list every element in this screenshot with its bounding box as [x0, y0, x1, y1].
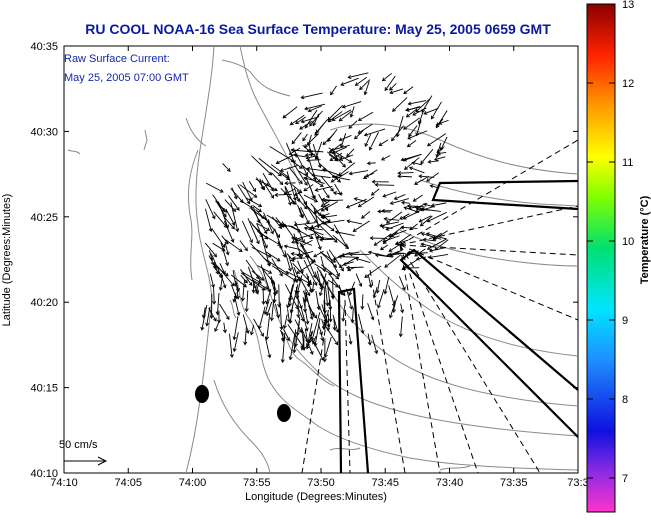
x-tick-label: 73:55: [243, 477, 271, 489]
colorbar-tick-label: 10: [622, 236, 634, 248]
figure-title: RU COOL NOAA-16 Sea Surface Temperature:…: [85, 21, 551, 37]
colorbar-tick-label: 12: [622, 78, 634, 90]
y-tick-label: 40:20: [30, 297, 58, 309]
colorbar-tick-label: 8: [622, 394, 628, 406]
buoy-marker: [277, 404, 291, 422]
buoy-marker: [195, 385, 209, 403]
y-tick-label: 40:25: [30, 212, 58, 224]
scale-label: 50 cm/s: [59, 439, 98, 451]
x-tick-label: 73:40: [436, 477, 464, 489]
y-tick-label: 40:30: [30, 126, 58, 138]
colorbar-tick-label: 11: [622, 157, 633, 169]
colorbar-tick-label: 9: [622, 315, 628, 327]
y-tick-label: 40:15: [30, 383, 58, 395]
legend-line-1: Raw Surface Current:: [64, 53, 170, 65]
legend-line-2: May 25, 2005 07:00 GMT: [64, 72, 189, 84]
x-tick-label: 73:45: [371, 477, 399, 489]
x-tick-label: 73:50: [307, 477, 335, 489]
colorbar: 13 12 11 10 9 8 7 Temperature (°C): [587, 0, 651, 512]
colorbar-tick-label: 7: [622, 473, 628, 485]
x-tick-label: 73:35: [500, 477, 528, 489]
y-axis-label: Latitude (Degrees:Minutes): [1, 194, 13, 327]
x-tick-label: 74:05: [114, 477, 142, 489]
colorbar-scale: [587, 4, 615, 512]
y-tick-label: 40:10: [30, 468, 58, 480]
colorbar-tick-label: 13: [622, 0, 634, 11]
colorbar-label: Temperature (°C): [639, 195, 651, 284]
x-tick-label: 73:3: [567, 477, 588, 489]
x-axis-label: Longitude (Degrees:Minutes): [245, 491, 387, 503]
y-tick-label: 40:35: [30, 41, 58, 53]
x-tick-label: 74:00: [179, 477, 207, 489]
